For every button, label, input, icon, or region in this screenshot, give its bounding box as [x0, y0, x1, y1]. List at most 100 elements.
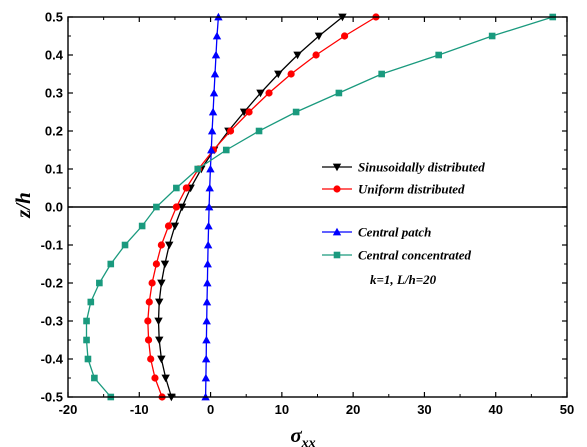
- data-point: [144, 336, 153, 344]
- data-point: [160, 260, 170, 269]
- data-point: [107, 260, 115, 268]
- series-2: [201, 12, 223, 401]
- data-point: [210, 69, 220, 78]
- svg-text:σxx: σxx: [290, 423, 315, 447]
- data-point: [222, 146, 230, 154]
- data-point: [161, 374, 170, 383]
- data-point: [209, 88, 219, 97]
- data-point: [265, 89, 273, 97]
- data-point: [194, 165, 202, 173]
- x-tick-label: 40: [488, 402, 502, 417]
- data-point: [87, 298, 95, 306]
- data-point: [312, 51, 320, 59]
- data-point: [165, 241, 174, 250]
- data-point: [205, 183, 214, 192]
- x-tick-label: -10: [130, 402, 149, 417]
- data-point: [340, 32, 349, 40]
- x-tick-label: 10: [275, 402, 289, 417]
- data-point: [203, 259, 212, 268]
- data-point: [293, 51, 302, 60]
- y-tick-label: 0.5: [45, 10, 63, 25]
- data-point: [245, 108, 253, 116]
- x-axis-title: σxx: [290, 423, 315, 447]
- data-point: [212, 31, 222, 40]
- data-point: [207, 145, 216, 154]
- data-point: [148, 279, 156, 287]
- y-axis-title: z/h: [11, 192, 35, 219]
- legend-swatch-marker: [332, 227, 342, 236]
- data-point: [147, 355, 155, 363]
- data-point: [157, 241, 165, 249]
- y-tick-label: -0.2: [41, 276, 63, 291]
- y-tick-label: 0.1: [45, 162, 63, 177]
- data-point: [335, 89, 343, 97]
- data-point: [202, 297, 212, 306]
- x-tick-label: 20: [346, 402, 360, 417]
- data-point: [255, 127, 263, 135]
- y-tick-label: -0.3: [41, 314, 63, 329]
- data-point: [208, 107, 218, 116]
- chart-annotation: k=1, L/h=20: [370, 272, 437, 287]
- data-point: [172, 203, 180, 211]
- legend-item-2: Central patch: [322, 225, 431, 240]
- data-point: [203, 278, 212, 287]
- data-point: [203, 240, 213, 249]
- data-point: [314, 32, 324, 41]
- legend: Sinusoidally distributed Uniform distribu…: [322, 160, 485, 263]
- data-point: [96, 279, 103, 287]
- data-point: [173, 184, 180, 192]
- data-point: [164, 222, 173, 230]
- x-tick-label: 30: [417, 402, 431, 417]
- data-point: [155, 298, 164, 307]
- data-point: [488, 32, 496, 40]
- data-point: [202, 335, 211, 344]
- data-point: [155, 336, 164, 345]
- data-point: [91, 374, 98, 382]
- legend-item-0: Sinusoidally distributed: [322, 160, 485, 175]
- data-point: [435, 51, 442, 59]
- data-point: [274, 70, 283, 79]
- data-point: [121, 241, 129, 249]
- legend-item-3: Central concentrated: [322, 248, 472, 263]
- legend-swatch-marker: [332, 163, 342, 172]
- x-tick-label: 0: [207, 402, 214, 417]
- data-point: [83, 336, 90, 344]
- data-point: [287, 70, 295, 78]
- data-point: [144, 317, 152, 325]
- data-point: [226, 127, 235, 135]
- data-point: [256, 89, 265, 98]
- data-point: [207, 126, 217, 135]
- data-point: [201, 373, 211, 382]
- data-point: [378, 70, 385, 78]
- y-tick-label: -0.1: [41, 238, 63, 253]
- legend-label: Uniform distributed: [358, 182, 465, 197]
- data-point: [153, 203, 160, 211]
- data-point: [138, 222, 146, 230]
- legend-item-1: Uniform distributed: [322, 182, 465, 197]
- data-point: [151, 374, 159, 382]
- data-point: [211, 50, 221, 59]
- y-tick-label: 0.3: [45, 86, 63, 101]
- data-point: [154, 317, 163, 326]
- legend-swatch-marker: [333, 185, 341, 193]
- data-point: [204, 202, 214, 211]
- legend-label: Central concentrated: [358, 248, 472, 263]
- data-point: [206, 164, 215, 173]
- data-point: [157, 279, 166, 288]
- ticks-group: -20 -10 0 10 20 30 40 50 -0.5 -0.4 -0.3 -0.2 -0.1 0.0…: [41, 10, 575, 418]
- x-tick-label: 50: [560, 402, 574, 417]
- data-point: [84, 355, 92, 363]
- legend-label: Central patch: [358, 225, 431, 240]
- y-tick-label: 0.0: [45, 200, 63, 215]
- data-point: [201, 354, 211, 363]
- y-tick-label: -0.4: [41, 352, 64, 367]
- y-tick-label: 0.4: [45, 48, 64, 63]
- data-point: [292, 108, 300, 116]
- data-point: [182, 184, 190, 192]
- x-tick-label: -20: [59, 402, 78, 417]
- series-1: [144, 13, 380, 401]
- data-point: [145, 298, 153, 306]
- data-point: [83, 317, 90, 325]
- data-point: [177, 203, 187, 212]
- svg-text:z/h: z/h: [11, 192, 35, 219]
